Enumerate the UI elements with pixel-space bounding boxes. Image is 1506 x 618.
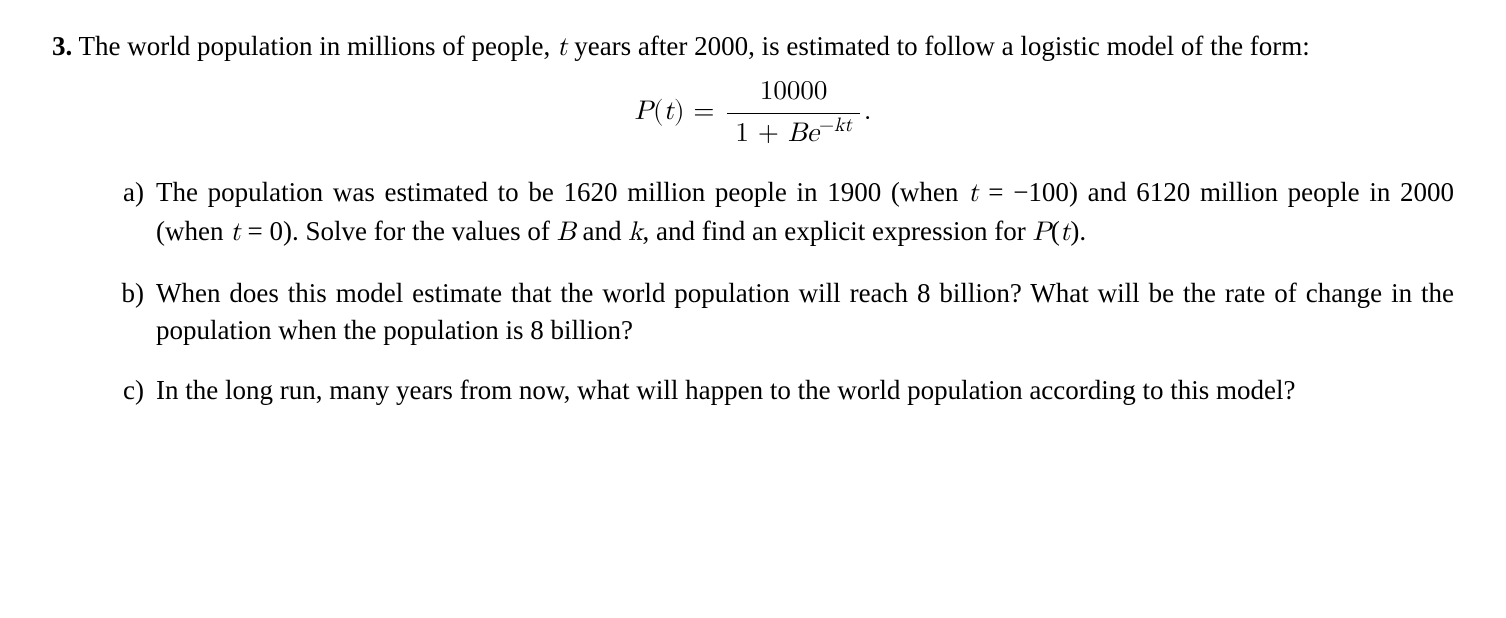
intro-text-2: years after 2000, is estimated to follow… bbox=[567, 31, 1309, 61]
parts-list: a) The population was estimated to be 16… bbox=[52, 174, 1454, 408]
den-e: e bbox=[807, 120, 819, 147]
eq-period: . bbox=[864, 98, 872, 125]
eq-rparen-eq: ) = bbox=[674, 98, 723, 125]
part-c-content: In the long run, many years from now, wh… bbox=[156, 372, 1454, 408]
part-c-marker: c) bbox=[112, 372, 156, 408]
part-b: b) When does this model estimate that th… bbox=[112, 275, 1454, 348]
a-t3: ). Solve for the values of bbox=[283, 216, 557, 246]
exp-minus: − bbox=[819, 115, 834, 135]
part-a: a) The population was estimated to be 16… bbox=[112, 174, 1454, 251]
intro-var-t: t bbox=[557, 34, 568, 61]
part-b-content: When does this model estimate that the w… bbox=[156, 275, 1454, 348]
a-m3: B bbox=[557, 219, 576, 246]
part-b-marker: b) bbox=[112, 275, 156, 348]
part-a-content: The population was estimated to be 1620 … bbox=[156, 174, 1454, 251]
eq-denominator: 1 + Be−kt bbox=[727, 114, 860, 152]
eq-lparen: ( bbox=[653, 98, 664, 125]
eq-P: P bbox=[635, 98, 653, 125]
part-c: c) In the long run, many years from now,… bbox=[112, 372, 1454, 408]
eq-t: t bbox=[663, 98, 674, 125]
a-m1a: t bbox=[968, 180, 979, 207]
part-a-marker: a) bbox=[112, 174, 156, 251]
a-t4: and bbox=[576, 216, 628, 246]
a-t6: . bbox=[1079, 216, 1086, 246]
a-m5c: t bbox=[1060, 219, 1071, 246]
a-t1: The population was estimated to be 1620 … bbox=[156, 177, 968, 207]
a-m1b: = −100 bbox=[979, 177, 1069, 207]
eq-fraction: 10000 1 + Be−kt bbox=[727, 74, 860, 152]
a-m2a: t bbox=[230, 219, 241, 246]
den-exponent: −kt bbox=[819, 115, 852, 135]
logistic-equation: P(t) = 10000 1 + Be−kt . bbox=[52, 74, 1454, 152]
den-1plus: 1 + bbox=[735, 120, 787, 147]
problem-intro: 3. The world population in millions of p… bbox=[52, 28, 1454, 66]
problem-number: 3. bbox=[52, 31, 72, 61]
eq-numerator: 10000 bbox=[727, 74, 860, 113]
intro-text-1: The world population in millions of peop… bbox=[79, 31, 557, 61]
den-B: B bbox=[788, 120, 807, 147]
a-m5d: ) bbox=[1070, 216, 1079, 246]
exp-k: k bbox=[834, 115, 844, 135]
a-m5a: P bbox=[1032, 219, 1050, 246]
a-t5: , and find an explicit expression for bbox=[643, 216, 1033, 246]
exp-t: t bbox=[844, 115, 852, 135]
a-m2b: = 0 bbox=[241, 216, 283, 246]
a-m4: k bbox=[628, 219, 642, 246]
a-m5b: ( bbox=[1051, 216, 1060, 246]
